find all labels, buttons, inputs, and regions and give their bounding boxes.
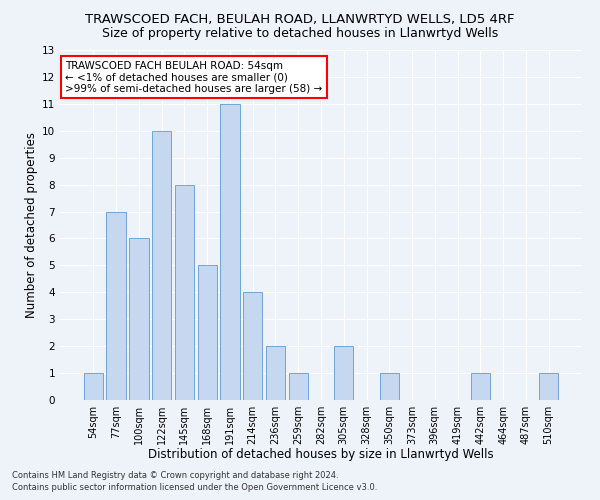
Bar — [289, 373, 308, 400]
Text: Size of property relative to detached houses in Llanwrtyd Wells: Size of property relative to detached ho… — [102, 28, 498, 40]
Y-axis label: Number of detached properties: Number of detached properties — [25, 132, 38, 318]
Bar — [334, 346, 353, 400]
Text: Contains HM Land Registry data © Crown copyright and database right 2024.: Contains HM Land Registry data © Crown c… — [12, 471, 338, 480]
Bar — [152, 131, 172, 400]
Bar — [197, 266, 217, 400]
Bar — [106, 212, 126, 400]
Bar — [470, 373, 490, 400]
Text: Contains public sector information licensed under the Open Government Licence v3: Contains public sector information licen… — [12, 484, 377, 492]
Bar — [220, 104, 239, 400]
Text: TRAWSCOED FACH BEULAH ROAD: 54sqm
← <1% of detached houses are smaller (0)
>99% : TRAWSCOED FACH BEULAH ROAD: 54sqm ← <1% … — [65, 60, 322, 94]
Bar — [243, 292, 262, 400]
Bar — [175, 184, 194, 400]
X-axis label: Distribution of detached houses by size in Llanwrtyd Wells: Distribution of detached houses by size … — [148, 448, 494, 462]
Bar — [266, 346, 285, 400]
Bar — [129, 238, 149, 400]
Bar — [539, 373, 558, 400]
Text: TRAWSCOED FACH, BEULAH ROAD, LLANWRTYD WELLS, LD5 4RF: TRAWSCOED FACH, BEULAH ROAD, LLANWRTYD W… — [85, 12, 515, 26]
Bar — [84, 373, 103, 400]
Bar — [380, 373, 399, 400]
